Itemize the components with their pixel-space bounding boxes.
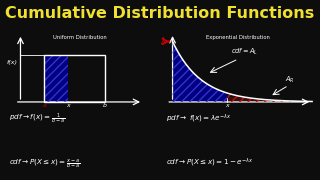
Text: a: a <box>43 103 46 108</box>
Text: $pdf \rightarrow f(x)=\frac{1}{b-a}$: $pdf \rightarrow f(x)=\frac{1}{b-a}$ <box>9 112 66 126</box>
Text: $\lambda$: $\lambda$ <box>160 35 166 46</box>
Text: b: b <box>103 103 107 108</box>
Text: $pdf \rightarrow \ f(x)=\lambda e^{-\lambda x}$: $pdf \rightarrow \ f(x)=\lambda e^{-\lam… <box>166 113 232 125</box>
Text: Cumulative Distribution Functions: Cumulative Distribution Functions <box>5 6 315 21</box>
Text: $cdf \rightarrow P(X \leq x)=\frac{x-a}{b-a}$: $cdf \rightarrow P(X \leq x)=\frac{x-a}{… <box>9 157 81 170</box>
Bar <box>44 55 68 102</box>
Text: Exponential Distribution: Exponential Distribution <box>206 35 270 40</box>
Text: $A_R$: $A_R$ <box>285 75 295 85</box>
Bar <box>44 55 68 102</box>
Text: x: x <box>67 103 70 108</box>
Text: $cdf \rightarrow P(X \leq x)=1-e^{-\lambda x}$: $cdf \rightarrow P(X \leq x)=1-e^{-\lamb… <box>166 157 254 169</box>
Text: $cdf = A_L$: $cdf = A_L$ <box>230 47 258 57</box>
Bar <box>44 55 105 102</box>
Text: Uniform Distribution: Uniform Distribution <box>53 35 107 40</box>
Text: f(x): f(x) <box>6 60 17 65</box>
Text: x: x <box>226 103 229 108</box>
